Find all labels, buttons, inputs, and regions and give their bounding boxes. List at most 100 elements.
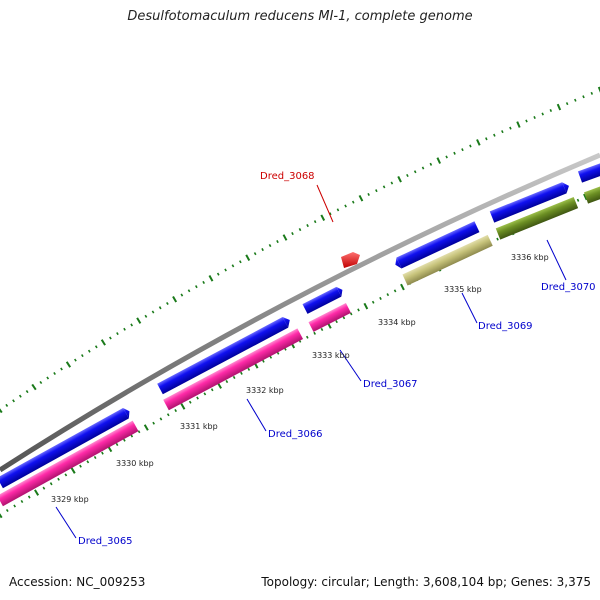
- minor-tick-mark: [81, 354, 84, 358]
- gene-feature[interactable]: [163, 328, 304, 411]
- gene-feature[interactable]: [495, 196, 579, 240]
- minor-tick-mark: [328, 212, 332, 216]
- outer-tick-marks: [0, 86, 600, 414]
- gene-feature[interactable]: [393, 221, 480, 270]
- plus-strand-features: [0, 161, 600, 489]
- minor-tick-mark: [496, 237, 499, 241]
- gene-feature[interactable]: [302, 285, 345, 314]
- minor-tick-mark: [188, 400, 192, 404]
- minor-tick-mark: [174, 409, 177, 413]
- major-tick-mark: [397, 175, 402, 183]
- minor-tick-mark: [386, 293, 390, 297]
- gene-label-dred-3065[interactable]: Dred_3065: [78, 536, 133, 547]
- gene-label-dred-3068[interactable]: Dred_3068: [260, 171, 315, 182]
- minor-tick-mark: [57, 477, 60, 481]
- minor-tick-mark: [565, 102, 569, 106]
- tick-label-3333: 3333 kbp: [312, 351, 350, 360]
- tick-labels: 3329 kbp 3330 kbp 3331 kbp 3332 kbp 3333…: [51, 253, 549, 504]
- genome-backbone: [0, 152, 600, 473]
- minor-tick-mark: [276, 351, 280, 355]
- inner-tick-marks: [0, 188, 600, 519]
- gene-feature[interactable]: [308, 303, 351, 332]
- minor-tick-mark: [375, 189, 378, 193]
- minor-tick-mark: [60, 367, 63, 371]
- major-tick-mark: [320, 214, 326, 221]
- minor-tick-mark: [39, 380, 43, 385]
- minor-tick-mark: [5, 508, 9, 513]
- major-tick-mark: [34, 489, 40, 496]
- minor-tick-mark: [166, 413, 170, 417]
- minor-tick-mark: [13, 504, 16, 508]
- minor-tick-mark: [349, 312, 353, 316]
- major-tick-mark: [0, 408, 3, 414]
- minor-tick-mark: [262, 359, 265, 363]
- genome-summary-text: Topology: circular; Length: 3,608,104 bp…: [261, 575, 591, 589]
- tick-label-3330: 3330 kbp: [116, 459, 154, 468]
- major-tick-mark: [65, 361, 72, 368]
- tick-label-3329: 3329 kbp: [51, 495, 89, 504]
- minor-tick-mark: [196, 396, 199, 400]
- minor-tick-mark: [367, 192, 370, 196]
- minor-tick-mark: [79, 464, 82, 468]
- minor-tick-mark: [202, 280, 205, 284]
- minor-tick-mark: [305, 335, 309, 339]
- minor-tick-mark: [46, 376, 50, 380]
- accession-text: Accession: NC_009253: [9, 575, 146, 589]
- highlighted-gene-feature[interactable]: [341, 252, 360, 268]
- minor-tick-mark: [53, 371, 56, 376]
- minor-tick-mark: [501, 130, 504, 134]
- major-tick-mark: [172, 295, 178, 303]
- minor-tick-mark: [493, 133, 496, 137]
- major-tick-mark: [583, 193, 588, 201]
- gene-feature[interactable]: [577, 161, 600, 183]
- tick-label-3332: 3332 kbp: [246, 386, 284, 395]
- major-tick-mark: [245, 254, 251, 261]
- minor-tick-mark: [5, 403, 9, 407]
- minor-tick-mark: [64, 473, 68, 477]
- gene-feature[interactable]: [0, 406, 132, 489]
- gene-label-dred-3067[interactable]: Dred_3067: [363, 379, 418, 390]
- gene-label-dred-3070[interactable]: Dred_3070: [541, 282, 596, 293]
- minor-tick-mark: [429, 162, 433, 166]
- minor-tick-mark: [151, 310, 155, 314]
- gene-leader-lines: [55, 184, 567, 539]
- minor-tick-mark: [18, 394, 22, 398]
- minor-tick-mark: [336, 208, 340, 212]
- minor-tick-mark: [461, 148, 464, 152]
- minor-tick-mark: [101, 451, 104, 455]
- minor-tick-mark: [574, 98, 577, 102]
- minor-tick-mark: [115, 442, 119, 447]
- minor-tick-mark: [225, 380, 229, 384]
- minor-tick-mark: [232, 375, 236, 379]
- minor-tick-mark: [313, 331, 316, 335]
- minor-tick-mark: [445, 155, 448, 159]
- gene-label-dred-3069[interactable]: Dred_3069: [478, 321, 533, 332]
- minor-tick-mark: [239, 260, 242, 264]
- major-tick-mark: [31, 383, 37, 391]
- minor-tick-mark: [203, 392, 207, 396]
- minor-tick-mark: [109, 336, 112, 340]
- gene-feature[interactable]: [489, 180, 571, 223]
- minor-tick-mark: [123, 438, 126, 442]
- minor-tick-mark: [116, 332, 119, 336]
- gene-feature[interactable]: [157, 315, 292, 395]
- minor-tick-mark: [247, 367, 251, 371]
- minor-tick-mark: [298, 228, 302, 232]
- minor-tick-mark: [253, 252, 257, 256]
- minor-tick-mark: [509, 126, 512, 130]
- gene-label-dred-3066[interactable]: Dred_3066: [268, 429, 323, 440]
- major-tick-mark: [100, 339, 106, 346]
- minor-tick-mark: [421, 166, 425, 170]
- minor-tick-mark: [379, 296, 382, 300]
- tick-label-3336: 3336 kbp: [511, 253, 549, 262]
- gene-feature[interactable]: [0, 420, 139, 507]
- major-tick-mark: [70, 467, 76, 474]
- major-tick-mark: [143, 424, 149, 431]
- gene-feature[interactable]: [402, 234, 493, 286]
- minor-tick-mark: [210, 388, 214, 392]
- minor-tick-mark: [137, 430, 141, 434]
- gene-feature[interactable]: [583, 184, 600, 204]
- minor-tick-mark: [469, 144, 472, 148]
